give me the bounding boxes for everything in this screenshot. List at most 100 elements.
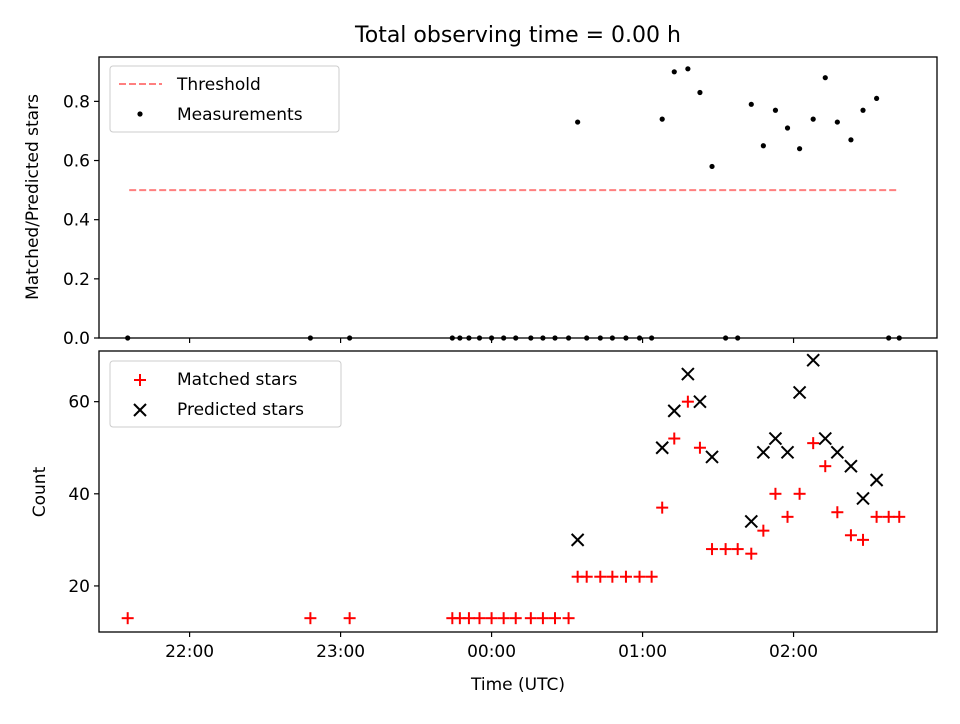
predicted-stars-point: [792, 385, 807, 400]
matched-stars-point: [831, 506, 844, 519]
measurements-point: [810, 116, 816, 122]
threshold-legend-label: Threshold: [176, 75, 261, 95]
matched-stars-point: [681, 395, 694, 408]
x-tick-label: 23:00: [316, 642, 365, 662]
x-tick-label: 22:00: [165, 642, 214, 662]
bottom-panel: 20 40 60 22:00 23:00 00:00 01:00 02:00 Count T…: [30, 350, 938, 695]
measurements-legend-label: Measurements: [177, 105, 303, 125]
matched-stars-point: [769, 487, 782, 500]
bottom-panel-y-axis-label: Count: [30, 466, 50, 517]
y-tick-label: 0.0: [63, 329, 90, 349]
matched-stars-point: [536, 612, 549, 625]
matched-stars-point: [304, 612, 317, 625]
matched-stars-point: [857, 533, 870, 546]
matched-stars-point: [121, 612, 134, 625]
measurements-point: [860, 107, 866, 113]
measurements-point: [671, 69, 677, 75]
matched-stars-point: [473, 612, 486, 625]
predicted-stars-point: [780, 445, 795, 460]
x-axis-label: Time (UTC): [470, 675, 565, 695]
predicted-stars-point: [844, 459, 858, 473]
measurements-point: [659, 116, 665, 122]
matched-stars-point: [497, 612, 510, 625]
y-tick-label: 40: [68, 485, 90, 505]
matched-stars-point: [594, 570, 607, 583]
x-tick-label: 01:00: [618, 642, 667, 662]
matched-stars-point: [882, 510, 895, 523]
predicted-stars-point: [806, 353, 820, 367]
matched-stars-point: [870, 510, 883, 523]
matched-stars-point: [645, 570, 658, 583]
predicted-stars-point: [830, 445, 845, 460]
matched-stars-point: [807, 437, 820, 450]
matched-stars-point: [819, 460, 832, 473]
measurements-point: [685, 66, 691, 72]
bottom-panel-marks: [121, 353, 906, 625]
predicted-stars-legend-label: Predicted stars: [177, 400, 304, 420]
top-panel-legend-box: [109, 65, 340, 133]
x-tick-label: 02:00: [769, 642, 818, 662]
measurements-point: [575, 119, 581, 125]
top-panel-x-ticks: [188, 338, 795, 343]
matched-stars-point: [524, 612, 537, 625]
predicted-stars-point: [768, 431, 783, 446]
x-tick-label: 00:00: [467, 642, 516, 662]
y-tick-label: 0.8: [63, 92, 90, 112]
predicted-stars-point: [869, 473, 884, 487]
measurements-point: [834, 119, 840, 125]
matched-stars-point: [844, 529, 857, 542]
matched-stars-point: [343, 612, 356, 625]
measurements-point: [822, 75, 828, 81]
top-panel: 0.00.20.40.60.8 Matched/Predicted stars …: [23, 56, 938, 349]
y-tick-label: 0.4: [63, 211, 90, 231]
predicted-stars-legend-swatch: [133, 403, 147, 417]
y-tick-label: 0.2: [63, 270, 90, 290]
bottom-panel-frame: [98, 350, 938, 633]
bottom-panel-legend-box: [109, 360, 342, 428]
bottom-panel-legend: Matched stars Predicted stars: [109, 360, 342, 428]
y-tick-label: 60: [68, 393, 90, 413]
predicted-stars-point: [744, 514, 758, 529]
matched-stars-point: [619, 570, 632, 583]
matched-stars-point: [668, 432, 681, 445]
top-panel-frame: [98, 56, 938, 339]
matched-stars-point: [656, 501, 669, 514]
matched-stars-point: [633, 570, 646, 583]
measurements-point: [772, 107, 779, 113]
predicted-stars-point: [705, 450, 719, 464]
matched-stars-point: [509, 612, 522, 625]
measurements-point: [874, 95, 880, 102]
measurements-point: [709, 163, 715, 170]
y-tick-label: 0.6: [63, 152, 90, 172]
bottom-panel-y-ticks: 20 40 60: [68, 393, 99, 597]
measurements-point: [784, 125, 791, 131]
predicted-stars-point: [856, 491, 870, 506]
matched-stars-point: [719, 543, 732, 556]
predicted-stars-point: [693, 394, 707, 409]
measurements-point: [760, 143, 766, 149]
matched-stars-point: [562, 612, 575, 625]
predicted-stars-point: [681, 367, 695, 381]
matched-stars-point: [485, 612, 498, 625]
predicted-stars-point: [756, 445, 771, 460]
y-tick-label: 20: [68, 577, 90, 597]
matched-stars-point: [731, 543, 744, 556]
top-panel-y-axis-label: Matched/Predicted stars: [23, 94, 43, 300]
matched-stars-legend-swatch: [134, 374, 146, 386]
top-panel-y-ticks: 0.0 0.2 0.4 0.6 0.8: [63, 92, 99, 349]
measurements-point: [748, 101, 754, 107]
top-panel-legend: Threshold Measurements: [109, 65, 340, 133]
predicted-stars-point: [570, 533, 585, 547]
matched-stars-point: [745, 547, 758, 560]
matched-stars-point: [757, 524, 770, 537]
matched-stars-point: [693, 441, 706, 454]
measurements-legend-swatch: [137, 111, 143, 117]
top-panel-marks: [125, 66, 902, 341]
figure-title: Total observing time = 0.00 h: [354, 23, 681, 48]
predicted-stars-point: [818, 431, 832, 446]
measurements-point: [697, 89, 703, 96]
measurements-point: [848, 137, 854, 143]
matched-stars-point: [706, 543, 719, 556]
bottom-panel-x-ticks: 22:00 23:00 00:00 01:00 02:00: [165, 632, 818, 662]
